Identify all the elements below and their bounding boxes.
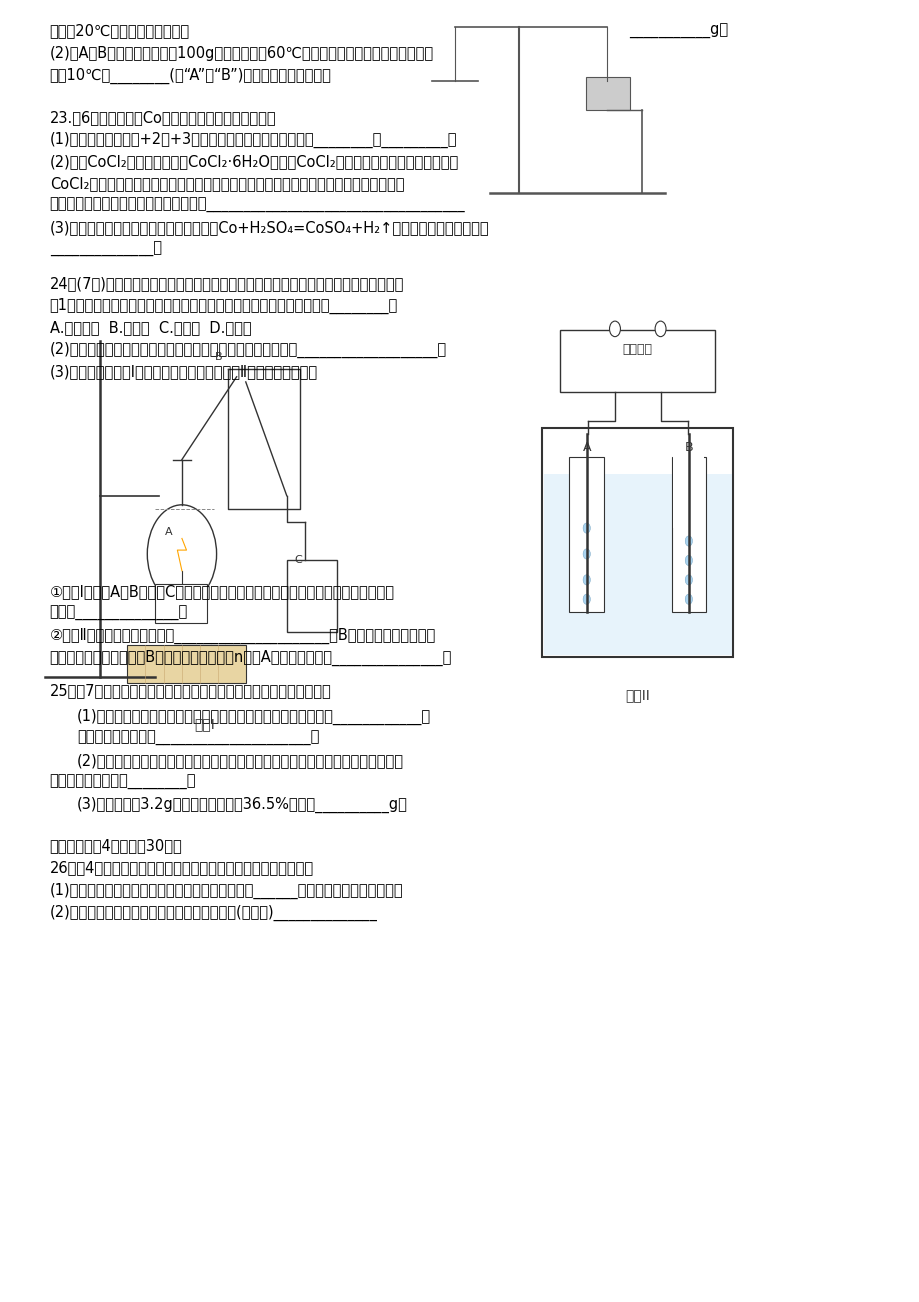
Circle shape xyxy=(583,574,590,585)
Text: C: C xyxy=(294,555,302,565)
Text: 分子的______________。: 分子的______________。 xyxy=(50,605,187,621)
Text: ___________g。: ___________g。 xyxy=(628,23,727,39)
Text: (2)已知CoCl₂固体是蓝色的，CoCl₂·6H₂O固体和CoCl₂溶液都是粉红色的。将滤纸放入: (2)已知CoCl₂固体是蓝色的，CoCl₂·6H₂O固体和CoCl₂溶液都是粉… xyxy=(50,154,459,169)
Text: 实验I: 实验I xyxy=(194,717,215,732)
Circle shape xyxy=(685,555,692,565)
Text: B: B xyxy=(684,441,692,454)
Text: (1)往试管中装入固体粉末时，可先使试管倾斜，用______把药品小心地送至试管底部: (1)往试管中装入固体粉末时，可先使试管倾斜，用______把药品小心地送至试管… xyxy=(50,883,403,898)
Circle shape xyxy=(685,574,692,585)
Circle shape xyxy=(147,505,216,603)
Circle shape xyxy=(583,523,590,534)
Circle shape xyxy=(654,322,665,337)
Circle shape xyxy=(583,549,590,559)
Bar xyxy=(127,644,245,684)
Bar xyxy=(560,331,714,392)
Text: B: B xyxy=(214,352,222,362)
Circle shape xyxy=(609,322,619,337)
Text: (2)向A、B两个烧杯中各加入100g水，分别配成60℃的氯化钓和碳酸钓饱和溶液，再冷: (2)向A、B两个烧杯中各加入100g水，分别配成60℃的氯化钓和碳酸钓饱和溶液… xyxy=(50,46,434,61)
Text: 却到10℃，________(填“A”或“B”)烧杯中析出固体较多。: 却到10℃，________(填“A”或“B”)烧杯中析出固体较多。 xyxy=(50,68,331,83)
Text: (1)魈可形成化合价为+2和+3的两种氧化物，其化学式分别是________、_________。: (1)魈可形成化合价为+2和+3的两种氧化物，其化学式分别是________、_… xyxy=(50,133,457,148)
Text: (2)白醋、柠檬酸溶液也能与三氧化二铁发生类似反应，说明白醋、柠檬酸溶液和盐: (2)白醋、柠檬酸溶液也能与三氧化二铁发生类似反应，说明白醋、柠檬酸溶液和盐 xyxy=(77,753,403,768)
Text: ②实验Ⅱ中反应的化学方程式为_____________________。B试管中产生的气体可以: ②实验Ⅱ中反应的化学方程式为_____________________。B试管中… xyxy=(50,628,436,644)
Text: 25．（7分）实验室有盐酸、白醋、柠檬酸三种溶液，回答下列问题：: 25．（7分）实验室有盐酸、白醋、柠檬酸三种溶液，回答下列问题： xyxy=(50,684,331,698)
Text: ______________。: ______________。 xyxy=(50,242,162,258)
Text: (3)理论上溶解3.2g三氧化二铁，需要36.5%的盐酸__________g。: (3)理论上溶解3.2g三氧化二铁，需要36.5%的盐酸__________g。 xyxy=(77,797,407,814)
Bar xyxy=(673,456,704,529)
Bar xyxy=(585,77,630,111)
Text: 直流电源: 直流电源 xyxy=(622,342,652,355)
Text: CoCl₂溶液中浸泡，取出晴干。将干燥的粉红色滤纸用酒精灯小心烘烤，滤纸由粉红色逐: CoCl₂溶液中浸泡，取出晴干。将干燥的粉红色滤纸用酒精灯小心烘烤，滤纸由粉红色… xyxy=(50,176,403,191)
Circle shape xyxy=(685,536,692,547)
Text: 使带火星的木条复燃，当B中气体的分子数目为n时，A中气体分子数为_______________。: 使带火星的木条复燃，当B中气体的分子数目为n时，A中气体分子数为________… xyxy=(50,650,451,665)
Text: 反应的化学方程式是_____________________。: 反应的化学方程式是_____________________。 xyxy=(77,732,319,746)
Circle shape xyxy=(685,594,692,604)
Text: A: A xyxy=(165,527,172,536)
Text: 24．(7分)水是一种重要的自然资源，是生活、生产必不可少的物质。请回答下列问题：: 24．(7分)水是一种重要的自然资源，是生活、生产必不可少的物质。请回答下列问题… xyxy=(50,276,403,290)
Text: 三、本题包抄4小题，入30分。: 三、本题包抄4小题，入30分。 xyxy=(50,838,182,854)
Text: （1）水是一种良好的溶剂，下列物质在水中能配成溶液的是（填字母）________。: （1）水是一种良好的溶剂，下列物质在水中能配成溶液的是（填字母）________… xyxy=(50,298,398,314)
Bar xyxy=(569,457,604,612)
Text: (2)水能与多种物质发生化学反应，试举一例，写出化学方程式___________________。: (2)水能与多种物质发生化学反应，试举一例，写出化学方程式___________… xyxy=(50,342,447,358)
Text: 26．（4分）实验室用如图所示的装置制取氧气，回答下列问题：: 26．（4分）实验室用如图所示的装置制取氧气，回答下列问题： xyxy=(50,861,313,875)
Bar xyxy=(543,474,731,655)
Text: (3)如图所示，实验Ⅰ是制备蒸馏水的装置，实验Ⅱ是电解水的装置。: (3)如图所示，实验Ⅰ是制备蒸馏水的装置，实验Ⅱ是电解水的装置。 xyxy=(50,363,318,379)
Text: A: A xyxy=(582,441,590,454)
Bar xyxy=(671,457,706,612)
Text: 恢复到20℃，析出的固体质量是: 恢复到20℃，析出的固体质量是 xyxy=(50,23,189,39)
Text: ①实验Ⅰ中水今A经B转移到C的过程中，水分子的组成没有发生变化，发生变化的是水: ①实验Ⅰ中水今A经B转移到C的过程中，水分子的组成没有发生变化，发生变化的是水 xyxy=(50,583,394,599)
Text: 酸中都含有的离子是________。: 酸中都含有的离子是________。 xyxy=(50,775,196,790)
Bar xyxy=(571,465,602,506)
Text: (3)将金属魈投入稀硫酸中，发生化学反应Co+H₂SO₄=CoSO₄+H₂↑。预测可观察到的现象是: (3)将金属魈投入稀硫酸中，发生化学反应Co+H₂SO₄=CoSO₄+H₂↑。预… xyxy=(50,220,489,236)
Text: 渐变成蓝色，烘烤时反应的化学方程式是___________________________________: 渐变成蓝色，烘烤时反应的化学方程式是______________________… xyxy=(50,198,465,214)
Text: A.氢氧化镇  B.氯化镇  C.植物油  D.金属镇: A.氢氧化镇 B.氯化镇 C.植物油 D.金属镇 xyxy=(50,320,251,335)
Text: 实验II: 实验II xyxy=(625,687,650,702)
Text: (1)向三氧化二铁中放入足量盐酸，充分反应后，观察到的现象是____________，: (1)向三氧化二铁中放入足量盐酸，充分反应后，观察到的现象是__________… xyxy=(77,710,431,725)
Text: (2)组装该装置时，下列他器用品的组装顺序是(填序号)______________: (2)组装该装置时，下列他器用品的组装顺序是(填序号)_____________… xyxy=(50,905,377,921)
Bar xyxy=(154,583,208,622)
Bar xyxy=(287,560,336,631)
Bar xyxy=(541,428,732,658)
Text: 23.（6分）金属魈（Co）与铁具有相似的化学性质。: 23.（6分）金属魈（Co）与铁具有相似的化学性质。 xyxy=(50,111,276,125)
Circle shape xyxy=(583,594,590,604)
